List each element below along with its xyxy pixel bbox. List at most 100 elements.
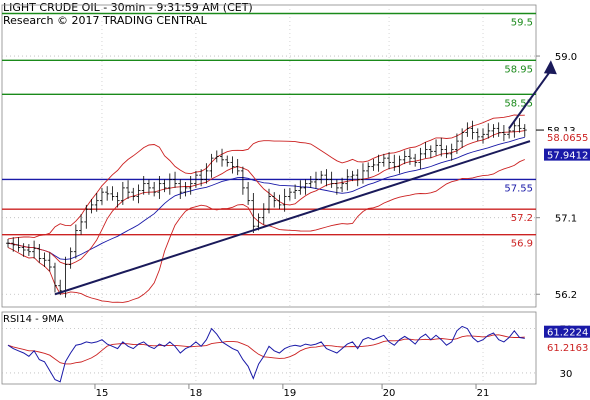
ma-blue-tag-text: 57.9412 xyxy=(547,151,588,162)
price-bar xyxy=(79,214,84,235)
price-bar xyxy=(251,193,256,233)
y-tick-label: 59.0 xyxy=(555,52,577,63)
x-tick-label: 15 xyxy=(96,388,109,399)
y-tick-label: 57.1 xyxy=(555,214,577,225)
price-bar xyxy=(517,118,522,133)
price-bar xyxy=(340,177,345,193)
price-bar xyxy=(110,186,115,201)
price-bar xyxy=(240,166,245,195)
chart-subtitle: Research © 2017 TRADING CENTRAL xyxy=(3,14,207,27)
price-bar xyxy=(21,243,26,257)
forecast-arrow-head xyxy=(543,60,557,75)
price-bar xyxy=(167,173,172,195)
price-bar xyxy=(496,122,501,137)
price-bar xyxy=(298,180,303,195)
ma-red-tag-text: 58.0655 xyxy=(547,133,588,144)
price-bar xyxy=(230,156,235,174)
level-label: 57.55 xyxy=(504,183,533,194)
bollinger-lower xyxy=(7,159,525,303)
level-label: 57.2 xyxy=(511,213,533,224)
price-bar xyxy=(465,122,470,137)
price-bar xyxy=(105,186,110,201)
price-bar xyxy=(434,139,439,156)
price-bar xyxy=(52,262,57,293)
price-bars xyxy=(6,118,527,298)
price-bar xyxy=(475,128,480,142)
price-bar xyxy=(387,152,392,170)
price-bar xyxy=(131,187,136,201)
price-bar xyxy=(146,179,151,195)
rsi-ma-value-tag-text: 61.2163 xyxy=(547,343,588,354)
price-bar xyxy=(272,192,277,208)
price-bar xyxy=(188,175,193,195)
price-bar xyxy=(42,252,47,268)
price-bar xyxy=(449,143,454,161)
level-label: 58.55 xyxy=(504,98,533,109)
rsi-ma-value-tag-box xyxy=(544,341,590,354)
price-bar xyxy=(16,237,21,252)
level-label: 56.9 xyxy=(511,239,533,250)
price-bar xyxy=(11,237,16,252)
support-trendline xyxy=(54,140,531,296)
price-bar xyxy=(157,175,162,199)
price-bar xyxy=(261,203,266,225)
price-bar xyxy=(199,169,204,187)
level-label: 58.95 xyxy=(504,64,533,75)
level-label: 59.5 xyxy=(511,18,533,29)
price-bar xyxy=(178,179,183,199)
price-bar xyxy=(152,181,157,197)
price-bar xyxy=(162,179,167,193)
price-bar xyxy=(454,133,459,154)
chart-title: LIGHT CRUDE OIL - 30min - 9:31:59 AM (CE… xyxy=(3,1,253,14)
price-bar xyxy=(287,187,292,201)
price-bar xyxy=(413,153,418,167)
price-bar xyxy=(209,153,214,178)
price-bar xyxy=(428,145,433,159)
price-bar xyxy=(6,238,10,248)
x-tick-label: 21 xyxy=(477,388,490,399)
price-bar xyxy=(136,184,141,204)
rsi-value-tag: 61.2224 xyxy=(544,325,590,339)
price-bar xyxy=(470,120,475,140)
rsi-ma-line xyxy=(7,334,525,365)
price-bar xyxy=(68,247,73,269)
price-bar xyxy=(439,137,444,157)
x-tick-label: 18 xyxy=(190,388,203,399)
price-bar xyxy=(225,155,230,167)
price-bar xyxy=(308,175,313,188)
price-bar xyxy=(173,171,178,188)
price-bar xyxy=(47,252,52,272)
price-bar xyxy=(214,150,219,163)
price-bar xyxy=(26,244,31,256)
price-bar xyxy=(360,163,365,184)
price-bar xyxy=(486,123,491,139)
price-bar xyxy=(277,194,282,210)
rsi-value-tag-box xyxy=(544,325,590,338)
price-bar xyxy=(73,224,78,259)
price-bar xyxy=(345,169,350,191)
rsi-panel-title: RSI14 - 9MA xyxy=(3,314,64,325)
price-bar xyxy=(246,181,251,205)
price-bar xyxy=(407,148,412,165)
price-bar xyxy=(366,162,371,178)
price-bar xyxy=(334,179,339,195)
price-bar xyxy=(371,158,376,171)
price-bar xyxy=(319,170,324,184)
price-bar xyxy=(329,171,334,188)
price-bar xyxy=(381,153,386,167)
x-tick-label: 20 xyxy=(383,388,396,399)
price-bar xyxy=(501,124,506,142)
price-bar xyxy=(115,192,120,208)
price-bar xyxy=(491,124,496,138)
price-bar xyxy=(267,188,271,214)
price-bar xyxy=(220,148,225,167)
price-bar xyxy=(423,141,428,159)
bollinger-upper xyxy=(7,114,525,240)
price-bar xyxy=(303,179,308,195)
main-panel-frame xyxy=(1,4,537,308)
price-bar xyxy=(193,170,198,188)
rsi-panel-frame xyxy=(1,311,537,385)
price-bar xyxy=(313,171,318,189)
price-bar xyxy=(204,163,209,184)
y-tick-label: 56.2 xyxy=(555,290,577,301)
